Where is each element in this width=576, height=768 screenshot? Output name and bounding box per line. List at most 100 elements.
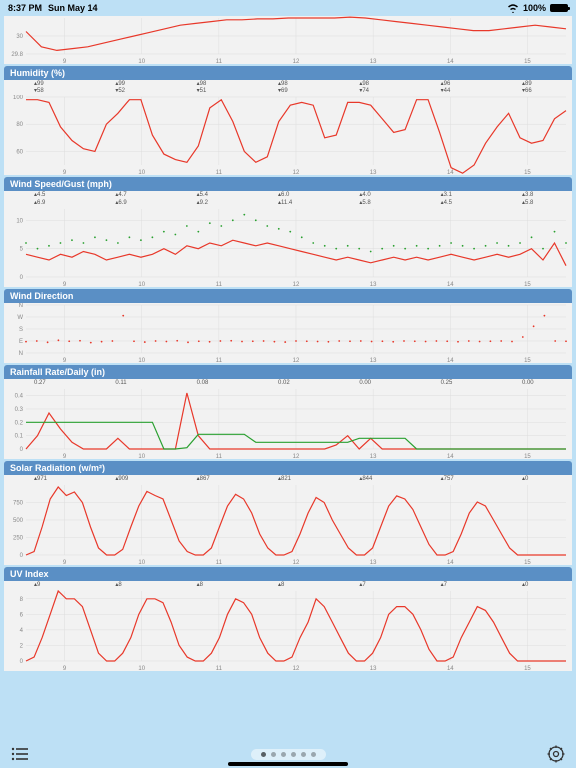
svg-text:12: 12 [293,59,300,64]
svg-text:N: N [19,303,23,309]
svg-text:12: 12 [293,666,300,671]
chart-temp_top: 29.8309101112131415 [4,16,572,64]
chart-winddir: Wind DirectionNESWN9101112131415 [4,289,572,363]
chart-title-wind: Wind Speed/Gust (mph) [4,177,572,191]
svg-text:12: 12 [293,282,300,287]
svg-text:14: 14 [447,59,454,64]
page-dot[interactable] [271,752,276,757]
page-dot[interactable] [291,752,296,757]
svg-text:11: 11 [216,666,223,671]
chart-canvas-wind[interactable]: 05109101112131415 [4,207,572,287]
annotations-rainfall: 0.270.110.080.020.000.250.00 [4,379,572,387]
svg-text:0.4: 0.4 [15,394,24,400]
svg-text:15: 15 [524,454,531,459]
svg-text:15: 15 [524,170,531,175]
svg-text:0.1: 0.1 [15,434,24,440]
page-dot[interactable] [311,752,316,757]
charts-container: 29.8309101112131415Humidity (%)▴99▾58▴99… [0,16,576,736]
status-bar: 8:37 PM Sun May 14 100% [0,0,576,16]
svg-text:15: 15 [524,666,531,671]
chart-title-solar: Solar Radiation (w/m²) [4,461,572,475]
chart-title-winddir: Wind Direction [4,289,572,303]
svg-text:10: 10 [138,59,145,64]
svg-text:2: 2 [20,644,24,650]
svg-text:11: 11 [216,358,223,363]
annotations-solar: ▴971▴909▴867▴821▴844▴757▴0 [4,475,572,483]
svg-text:0: 0 [20,275,24,281]
annotations-wind: ▴4.5▴6.9▴4.7▴6.9▴5.4▴9.2▴6.0▴11.4▴4.0▴5.… [4,191,572,206]
svg-text:80: 80 [16,123,23,129]
svg-text:5: 5 [20,246,24,252]
svg-text:0: 0 [20,553,24,559]
chart-canvas-temp_top[interactable]: 29.8309101112131415 [4,16,572,64]
status-time: 8:37 PM [8,3,42,13]
svg-text:0: 0 [20,659,24,665]
svg-text:14: 14 [447,560,454,565]
svg-text:750: 750 [13,501,24,507]
svg-text:100: 100 [13,95,24,101]
chart-rainfall: Rainfall Rate/Daily (in)0.270.110.080.02… [4,365,572,459]
svg-text:9: 9 [63,560,67,565]
svg-text:13: 13 [370,666,377,671]
svg-text:12: 12 [293,170,300,175]
svg-text:14: 14 [447,170,454,175]
svg-text:0.3: 0.3 [15,407,24,413]
svg-text:15: 15 [524,59,531,64]
svg-text:9: 9 [63,666,67,671]
svg-text:10: 10 [138,454,145,459]
chart-canvas-humidity[interactable]: 60801009101112131415 [4,95,572,175]
svg-text:13: 13 [370,170,377,175]
page-indicator[interactable] [251,749,326,760]
page-dot[interactable] [261,752,266,757]
svg-text:4: 4 [20,628,24,634]
svg-text:10: 10 [138,358,145,363]
wifi-icon [507,3,519,13]
chart-humidity: Humidity (%)▴99▾58▴99▾52▴98▾51▴98▾69▴98▾… [4,66,572,175]
svg-text:S: S [19,327,23,333]
svg-text:11: 11 [216,282,223,287]
svg-text:30: 30 [16,34,23,40]
svg-text:29.8: 29.8 [11,52,23,58]
svg-text:8: 8 [20,597,24,603]
svg-text:0: 0 [20,447,24,453]
page-dot[interactable] [301,752,306,757]
svg-text:9: 9 [63,59,67,64]
home-indicator [228,762,348,766]
annotations-uv: ▴9▴8▴8▴8▴7▴7▴0 [4,581,572,589]
chart-title-uv: UV Index [4,567,572,581]
svg-text:14: 14 [447,282,454,287]
chart-canvas-solar[interactable]: 02505007509101112131415 [4,483,572,565]
svg-text:13: 13 [370,282,377,287]
svg-text:11: 11 [216,454,223,459]
svg-text:10: 10 [138,282,145,287]
svg-text:500: 500 [13,518,24,524]
settings-button[interactable] [546,744,566,764]
page-dot[interactable] [281,752,286,757]
svg-text:15: 15 [524,282,531,287]
svg-text:60: 60 [16,150,23,156]
svg-text:15: 15 [524,560,531,565]
chart-canvas-rainfall[interactable]: 00.10.20.30.49101112131415 [4,387,572,459]
svg-text:10: 10 [138,560,145,565]
svg-text:6: 6 [20,613,24,619]
svg-text:13: 13 [370,560,377,565]
chart-title-humidity: Humidity (%) [4,66,572,80]
svg-text:12: 12 [293,454,300,459]
chart-solar: Solar Radiation (w/m²)▴971▴909▴867▴821▴8… [4,461,572,565]
battery-pct: 100% [523,3,546,13]
chart-title-rainfall: Rainfall Rate/Daily (in) [4,365,572,379]
battery-icon [550,4,568,12]
chart-wind: Wind Speed/Gust (mph)▴4.5▴6.9▴4.7▴6.9▴5.… [4,177,572,286]
chart-canvas-winddir[interactable]: NESWN9101112131415 [4,303,572,363]
svg-text:E: E [19,339,23,345]
svg-text:10: 10 [138,170,145,175]
list-button[interactable] [10,744,30,764]
svg-text:9: 9 [63,282,67,287]
svg-text:13: 13 [370,59,377,64]
svg-text:250: 250 [13,536,24,542]
svg-text:13: 13 [370,454,377,459]
svg-text:11: 11 [216,560,223,565]
chart-canvas-uv[interactable]: 024689101112131415 [4,589,572,671]
chart-uv: UV Index▴9▴8▴8▴8▴7▴7▴0024689101112131415 [4,567,572,671]
svg-text:13: 13 [370,358,377,363]
